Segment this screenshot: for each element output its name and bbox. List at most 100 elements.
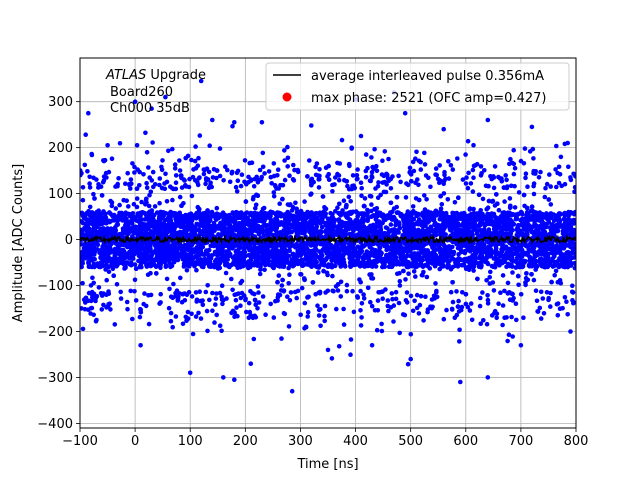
scatter-point [234,189,240,194]
scatter-point [309,191,314,196]
scatter-point [547,172,552,177]
scatter-point [154,241,159,247]
scatter-point [189,193,195,199]
scatter-point [322,205,327,210]
scatter-point [556,216,562,221]
scatter-point [299,285,305,291]
scatter-point [126,204,131,209]
scatter-point [507,205,513,211]
scatter-point [148,270,153,276]
scatter-point [110,266,116,272]
scatter-point [293,245,298,250]
scatter-point [340,208,345,213]
scatter-point [114,282,120,287]
scatter-point [250,196,256,202]
scatter-point [157,213,162,219]
scatter-point [362,196,368,201]
scatter-point [238,303,243,309]
scatter-point [496,207,502,213]
scatter-point [123,260,129,266]
scatter-point [256,290,261,295]
scatter-point [170,197,175,203]
scatter-point [516,190,522,195]
scatter-point [194,261,200,267]
scatter-point [445,197,451,202]
scatter-point [90,275,95,281]
scatter-point [253,202,259,208]
scatter-point [347,250,352,255]
scatter-point [466,245,471,250]
scatter-point [403,219,408,224]
scatter-point [147,192,152,198]
scatter-point [268,224,274,229]
scatter-point [554,184,559,190]
scatter-point [152,204,158,209]
scatter-point [131,201,137,207]
scatter-point [486,229,492,234]
scatter-point [484,206,490,212]
scatter-point [391,206,397,211]
scatter-point [146,203,152,209]
scatter-point [413,260,419,266]
scatter-point [127,249,132,255]
scatter-point [488,269,493,275]
scatter-point [87,204,93,210]
scatter-point [134,204,140,210]
scatter-point [480,290,485,295]
scatter-point [261,205,267,211]
scatter-point [302,199,307,204]
scatter-point [411,269,417,274]
scatter-point [341,198,347,203]
scatter-point [184,268,190,273]
scatter-point [132,262,138,267]
scatter-point [262,267,267,273]
scatter-point [189,257,194,262]
scatter-point [403,277,408,282]
scatter-point [177,194,183,200]
scatter-point [163,263,169,269]
scatter-point [397,283,403,288]
scatter-point [123,211,128,217]
scatter-point [403,195,409,200]
scatter-point [377,245,382,251]
scatter-point [367,193,373,199]
scatter-point [164,276,170,282]
scatter-point [427,266,433,271]
scatter-point [443,210,449,216]
scatter-point [333,208,338,214]
scatter-point [552,273,557,278]
scatter-point [474,260,479,266]
scatter-point [223,270,229,276]
scatter-point [520,231,525,237]
scatter-point [113,206,119,211]
scatter-point [480,196,486,202]
scatter-point [123,221,129,227]
scatter-point [325,272,330,278]
scatter-point [249,229,255,235]
scatter-point [132,277,138,283]
scatter-point [80,242,84,247]
scatter-point [378,224,383,230]
scatter-point [287,248,293,254]
scatter-point [114,262,120,268]
scatter-point [80,220,86,226]
scatter-point [173,253,179,259]
scatter-point [346,194,352,200]
scatter-point [139,199,144,205]
scatter-point [131,251,137,257]
scatter-point [95,242,101,247]
scatter-point [478,208,484,213]
scatter-point [277,201,283,206]
scatter-point [302,300,308,306]
scatter-point [424,274,430,280]
scatter-point [294,295,300,301]
scatter-point [530,248,536,253]
scatter-point [365,207,370,213]
scatter-point [441,191,447,196]
scatter-point [205,283,210,288]
scatter-point [493,244,499,249]
scatter-point [219,283,225,289]
scatter-point [512,205,518,210]
scatter-point [328,210,333,216]
scatter-point [127,213,133,219]
